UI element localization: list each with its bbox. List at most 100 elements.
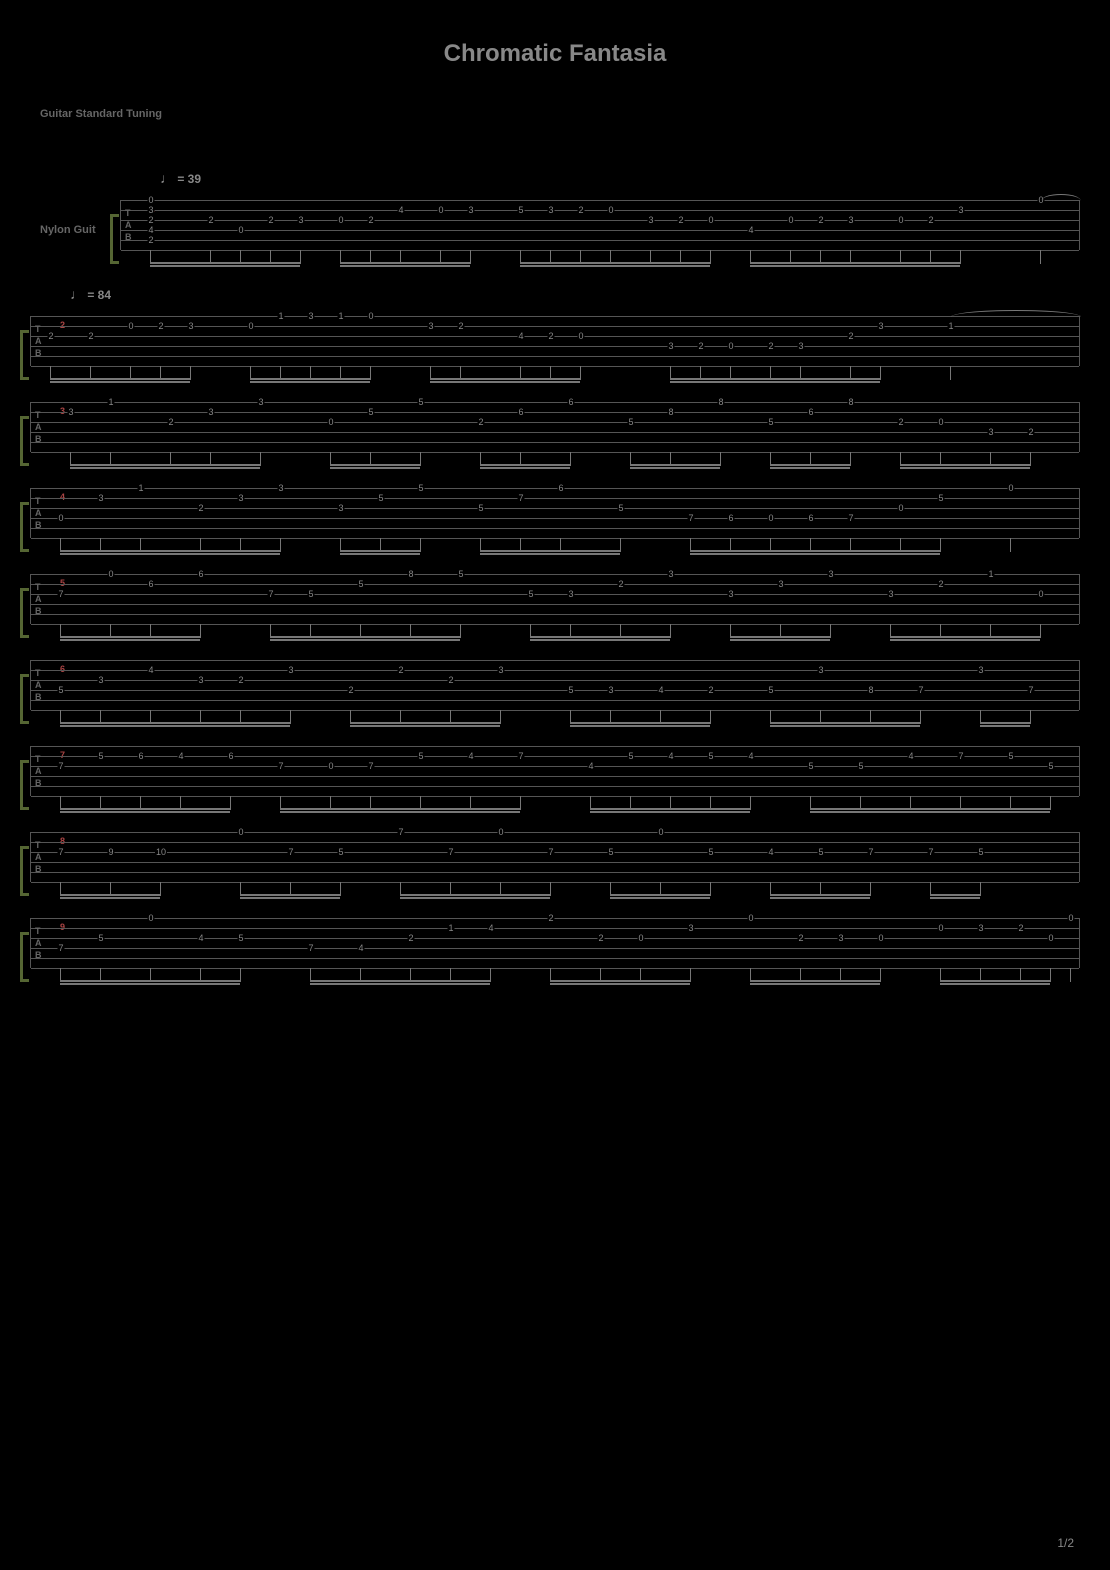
fret-number: 4: [397, 205, 404, 215]
fret-number: 7: [517, 493, 524, 503]
beam: [670, 378, 880, 380]
staff-line: [121, 240, 1079, 241]
beam: [340, 262, 470, 264]
fret-number: 7: [687, 513, 694, 523]
fret-number: 5: [707, 847, 714, 857]
fret-number: 3: [777, 579, 784, 589]
fret-number: 2: [147, 215, 154, 225]
fret-number: 2: [157, 321, 164, 331]
tab-staff: TAB7564670754745454554755: [30, 746, 1080, 796]
fret-number: 5: [337, 847, 344, 857]
beam: [350, 722, 500, 724]
fret-number: 5: [627, 417, 634, 427]
fret-number: 2: [797, 933, 804, 943]
fret-number: 5: [767, 417, 774, 427]
tab-clef-letter: B: [35, 348, 42, 358]
fret-number: 3: [547, 205, 554, 215]
beam: [60, 983, 240, 985]
beam: [900, 467, 1030, 469]
fret-number: 0: [897, 503, 904, 513]
fret-number: 2: [397, 665, 404, 675]
beam: [60, 980, 240, 982]
beam: [70, 467, 260, 469]
tab-system: 8TAB7910075770750545775: [30, 832, 1080, 882]
staff-line: [121, 210, 1079, 211]
fret-number: 6: [807, 513, 814, 523]
fret-number: 3: [427, 321, 434, 331]
beam: [270, 636, 460, 638]
fret-number: 8: [847, 397, 854, 407]
fret-number: 4: [907, 751, 914, 761]
note-stem: [470, 250, 471, 264]
fret-number: 4: [357, 943, 364, 953]
system-bracket: [20, 674, 29, 724]
staff-line: [31, 660, 1079, 661]
fret-number: 2: [897, 417, 904, 427]
fret-number: 7: [847, 513, 854, 523]
beam: [520, 265, 710, 267]
beam-area: [30, 624, 1080, 644]
tab-clef-letter: B: [35, 606, 42, 616]
staff-line: [121, 200, 1079, 201]
beam: [810, 808, 1050, 810]
beam: [250, 381, 370, 383]
staff-line: [31, 488, 1079, 489]
fret-number: 2: [197, 503, 204, 513]
beam: [770, 467, 850, 469]
fret-number: 1: [337, 311, 344, 321]
beam: [550, 980, 690, 982]
staff-line: [31, 518, 1079, 519]
staff-line: [31, 680, 1079, 681]
fret-number: 3: [687, 923, 694, 933]
staff-line: [31, 928, 1079, 929]
tab-clef-letter: A: [35, 508, 42, 518]
note-stem: [830, 624, 831, 638]
tab-clef-letter: T: [35, 496, 41, 506]
tab-staff: TAB03242202302403532032040230230: [120, 200, 1080, 250]
staff-line: [31, 938, 1079, 939]
tab-staff: TAB53432322235342538737: [30, 660, 1080, 710]
fret-number: 0: [147, 195, 154, 205]
fret-number: 0: [657, 827, 664, 837]
fret-number: 6: [567, 397, 574, 407]
beam: [890, 639, 1040, 641]
note-stem: [850, 452, 851, 466]
staff-wrap: 1TAB03242202302403532032040230230: [120, 200, 1080, 250]
staff-line: [31, 918, 1079, 919]
tab-clef-letter: B: [35, 864, 42, 874]
fret-number: 0: [787, 215, 794, 225]
fret-number: 0: [237, 827, 244, 837]
beam: [240, 897, 340, 899]
note-stem: [1040, 250, 1041, 264]
beam: [530, 639, 670, 641]
fret-number: 7: [57, 589, 64, 599]
note-stem: [880, 366, 881, 380]
tab-clef-letter: B: [35, 434, 42, 444]
staff-line: [31, 958, 1079, 959]
fret-number: 3: [207, 407, 214, 417]
fret-number: 2: [447, 675, 454, 685]
beam: [280, 811, 520, 813]
fret-number: 2: [927, 215, 934, 225]
fret-number: 3: [97, 493, 104, 503]
beam: [340, 550, 420, 552]
beam: [940, 980, 1050, 982]
fret-number: 7: [957, 751, 964, 761]
staff-line: [31, 316, 1079, 317]
note-stem: [160, 882, 161, 896]
fret-number: 0: [247, 321, 254, 331]
beam: [770, 894, 870, 896]
page-title: Chromatic Fantasia: [30, 40, 1080, 68]
fret-number: 7: [397, 827, 404, 837]
fret-number: 6: [227, 751, 234, 761]
staff-wrap: 5TAB70667558553233333210: [30, 574, 1080, 624]
tie: [1041, 194, 1081, 201]
fret-number: 2: [597, 933, 604, 943]
fret-number: 7: [57, 761, 64, 771]
tab-clef-letter: A: [35, 680, 42, 690]
fret-number: 6: [727, 513, 734, 523]
note-stem: [940, 538, 941, 552]
note-stem: [960, 250, 961, 264]
beam: [330, 467, 420, 469]
fret-number: 4: [667, 751, 674, 761]
